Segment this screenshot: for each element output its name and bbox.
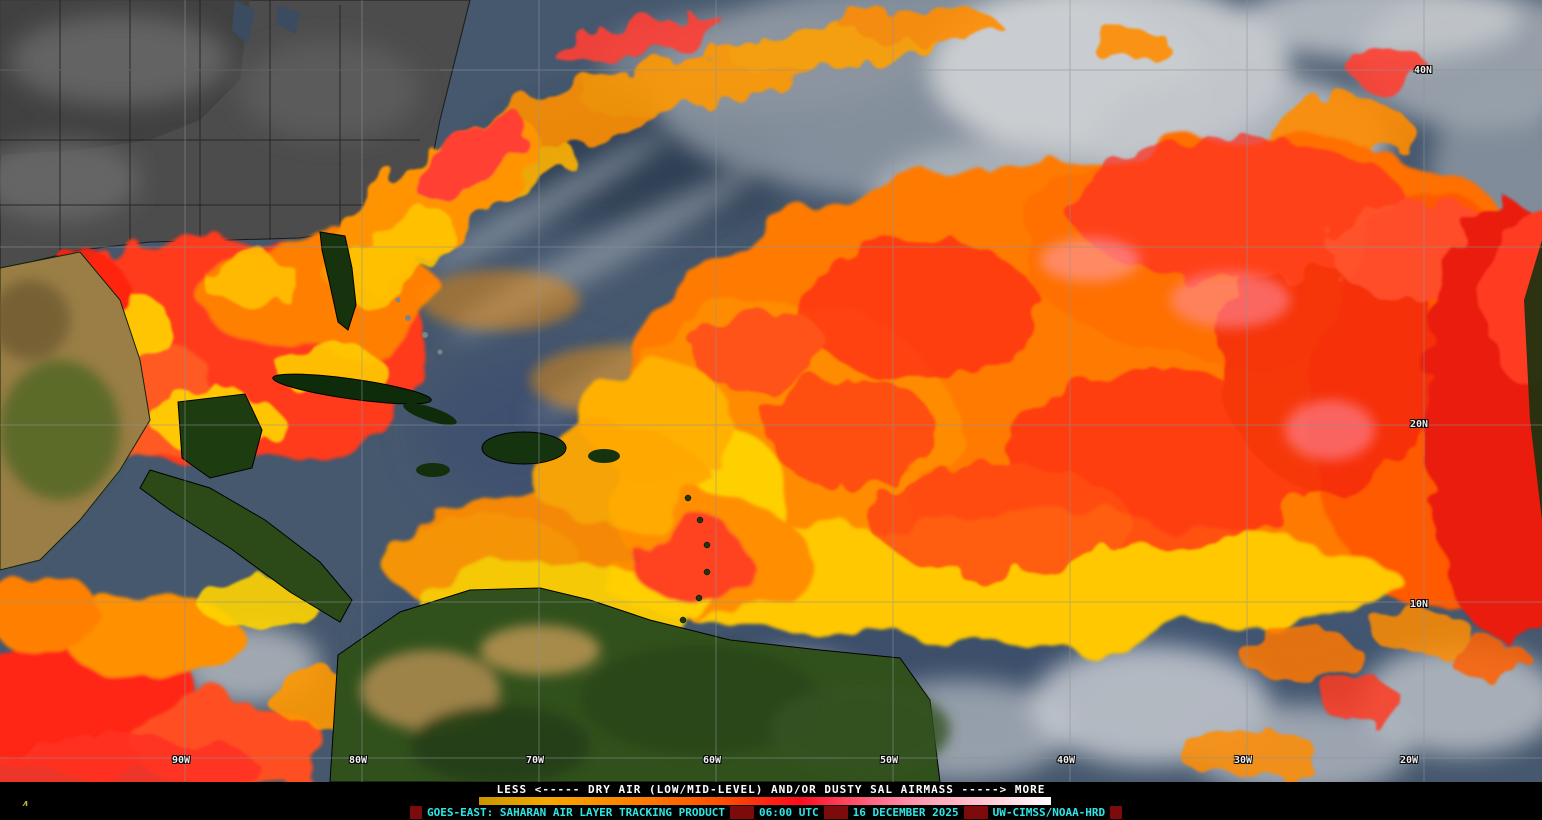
- lon-label-30w: 30W: [1234, 755, 1253, 766]
- lon-label-20w: 20W: [1400, 755, 1419, 766]
- valid-date: 16 DECEMBER 2025: [847, 806, 964, 819]
- lon-label-70w: 70W: [526, 755, 545, 766]
- lon-label-60w: 60W: [703, 755, 722, 766]
- lat-label-40n: 40N: [1414, 65, 1433, 76]
- credit: UW-CIMSS/NOAA-HRD: [987, 806, 1111, 819]
- atlantic-sal-mass: [590, 140, 1542, 640]
- lon-label-50w: 50W: [880, 755, 899, 766]
- bahamas: [395, 297, 443, 355]
- legend-colorbar: [479, 797, 1051, 805]
- africa-coast: [1524, 240, 1542, 520]
- jamaica: [416, 463, 450, 477]
- lat-label-20n: 20N: [1410, 419, 1429, 430]
- lon-label-90w: 90W: [172, 755, 191, 766]
- valid-time: 06:00 UTC: [754, 806, 824, 819]
- us-landmass: [0, 0, 471, 269]
- grid-lines: [0, 0, 1542, 782]
- product-name: GOES-EAST: SAHARAN AIR LAYER TRACKING PR…: [422, 806, 731, 819]
- land-layer: [0, 240, 1542, 782]
- great-lake: [276, 5, 300, 34]
- footer-strip: GOES-EAST: SAHARAN AIR LAYER TRACKING PR…: [410, 806, 1123, 819]
- lat-label-10n: 10N: [1410, 599, 1429, 610]
- great-lake: [232, 0, 255, 45]
- cuba: [272, 373, 432, 405]
- legend-label: LESS <----- DRY AIR (LOW/MID-LEVEL) AND/…: [496, 783, 1046, 796]
- hispaniola: [481, 431, 567, 465]
- lon-label-40w: 40W: [1057, 755, 1076, 766]
- puerto-rico: [588, 449, 620, 463]
- pacific-dust-field: [0, 574, 370, 782]
- satellite-map-image: [0, 0, 1542, 782]
- lon-label-80w: 80W: [349, 755, 368, 766]
- footer-bar: GOES-EAST: SAHARAN AIR LAYER TRACKING PR…: [0, 806, 1542, 820]
- frame-number: 4: [22, 799, 29, 812]
- southeast-dust-specks: [1180, 611, 1530, 780]
- lesser-antilles: [679, 494, 711, 624]
- satellite-map: 40N 20N 10N 90W 80W 70W 60W 50W 40W 30W …: [0, 0, 1542, 782]
